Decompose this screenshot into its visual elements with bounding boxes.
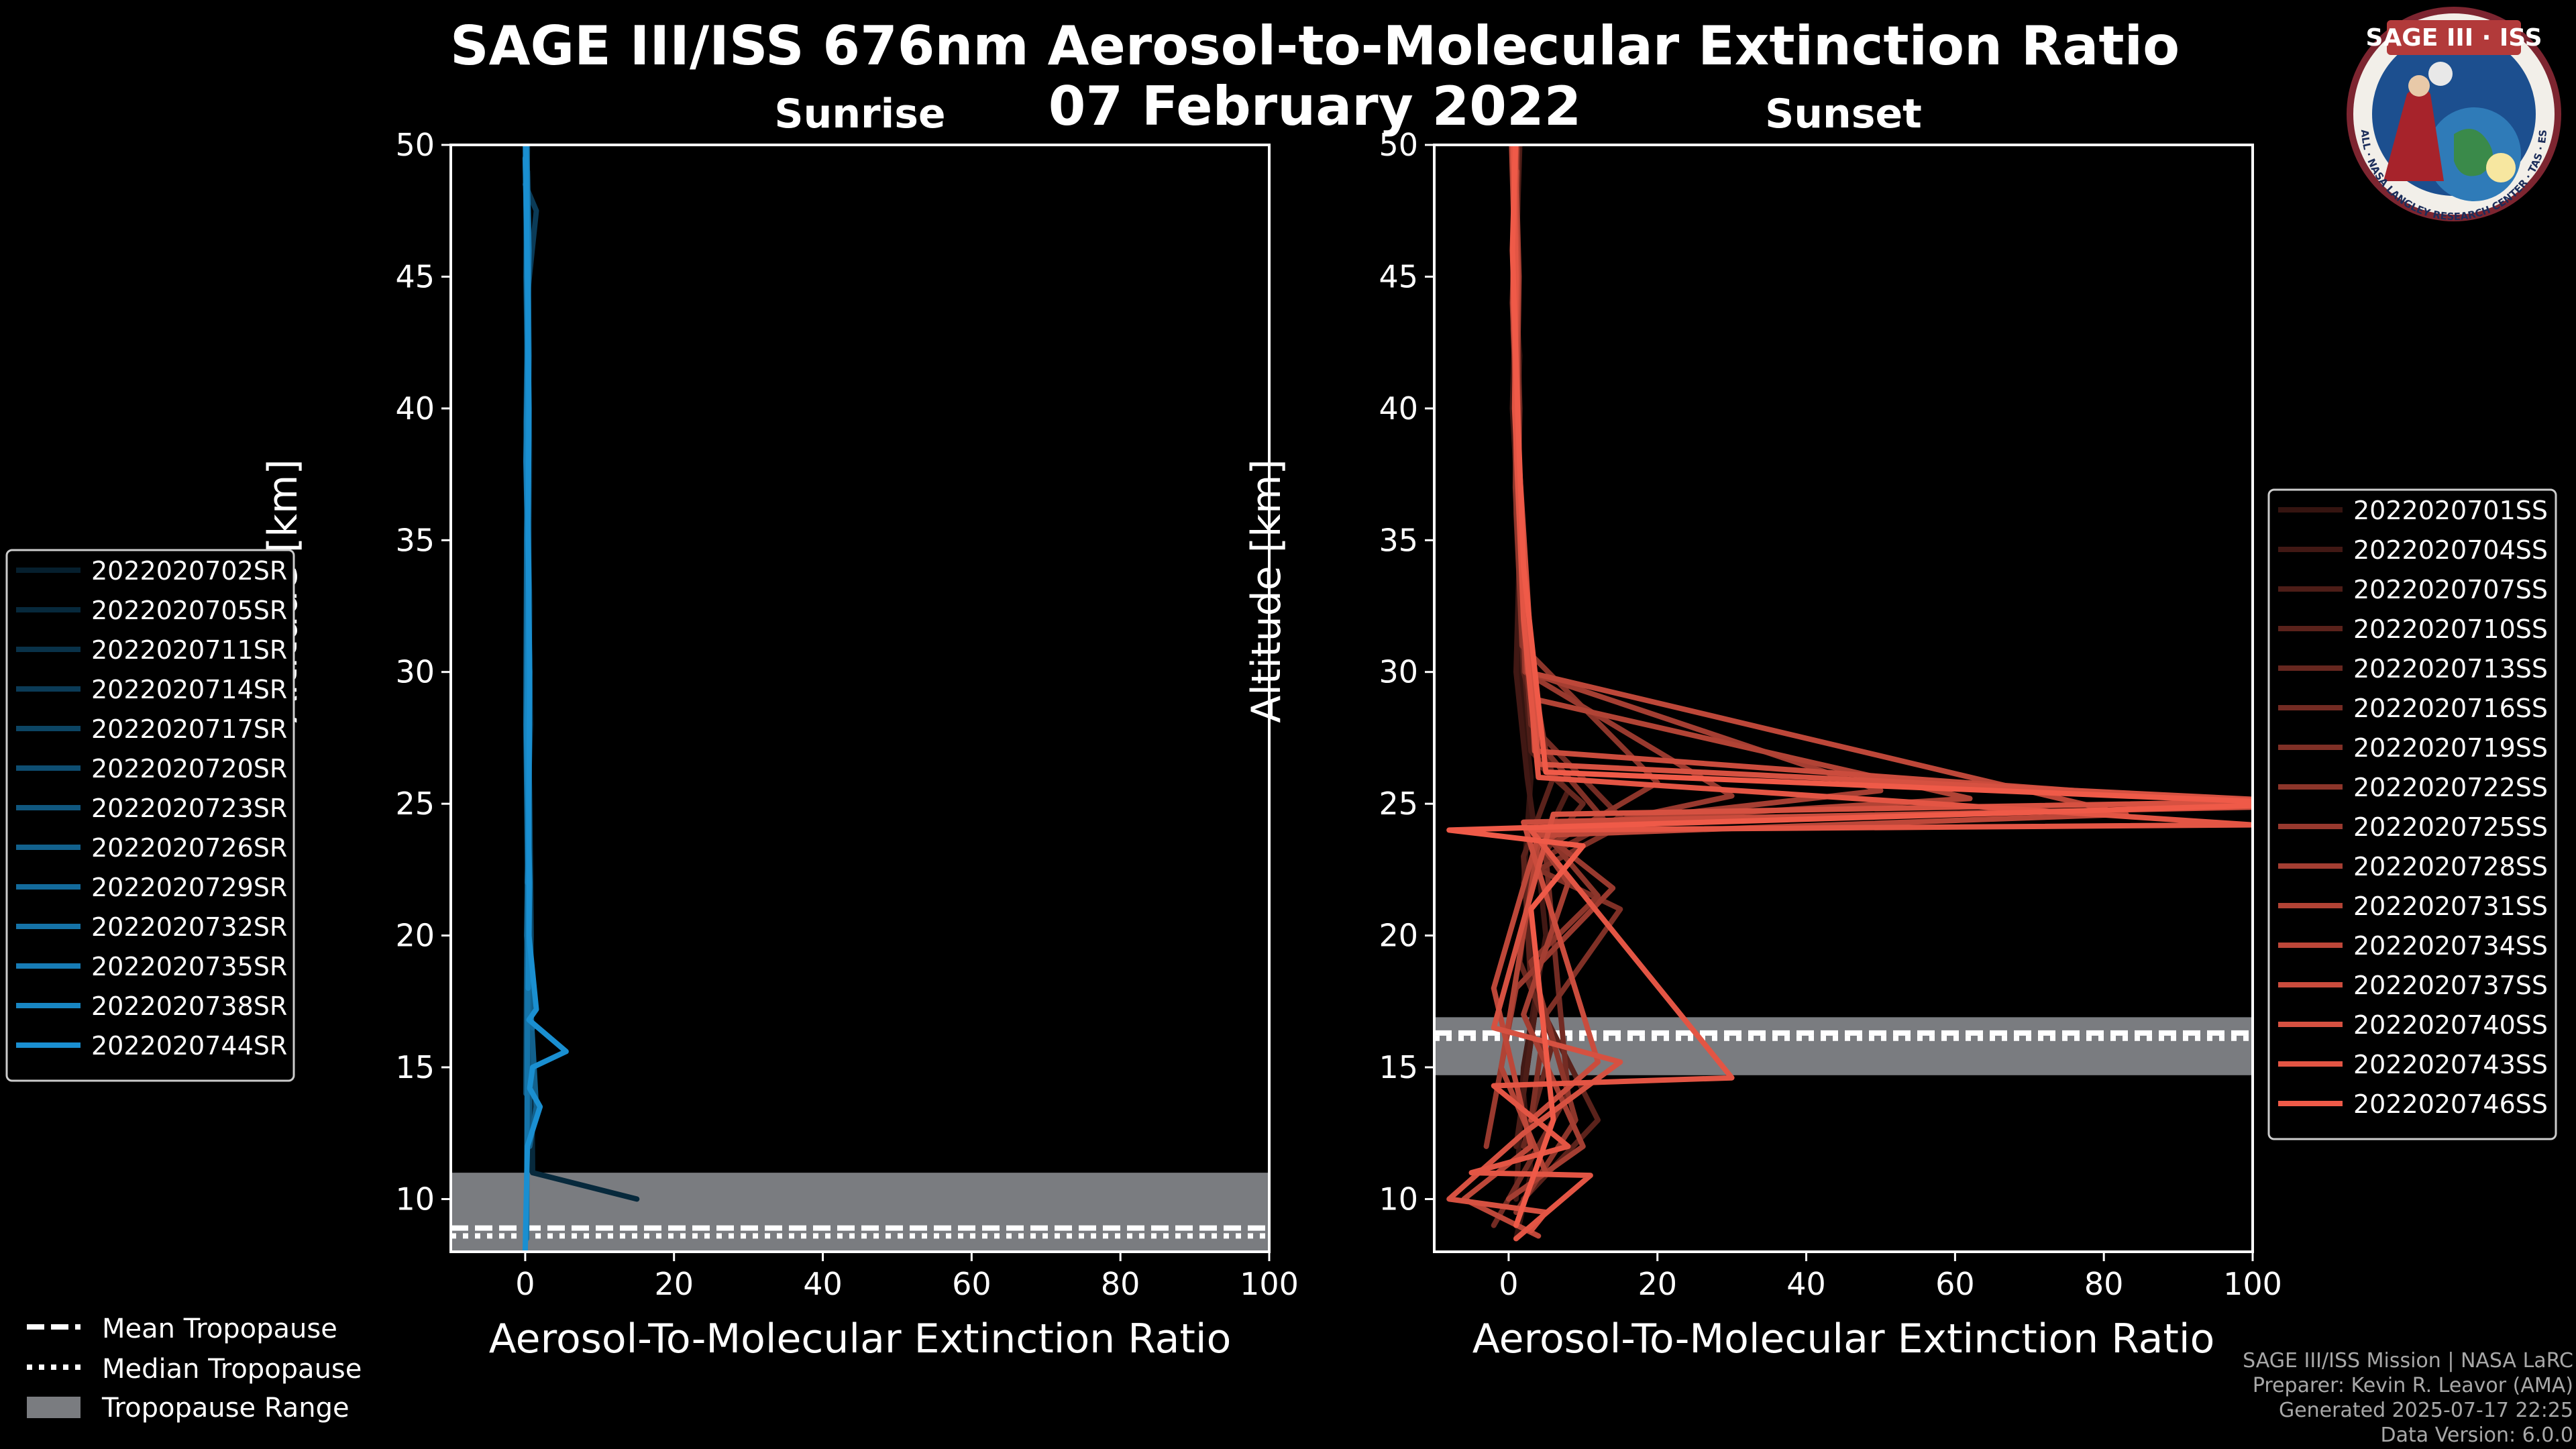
sunrise-legend-label: 2022020732SR — [91, 912, 287, 942]
sunset-y-tick-label: 10 — [1379, 1181, 1418, 1217]
footer-preparer: Preparer: Kevin R. Leavor (AMA) — [2253, 1374, 2573, 1397]
sunrise-legend-label: 2022020729SR — [91, 873, 287, 902]
sunrise-legend-label: 2022020705SR — [91, 596, 287, 625]
sunrise-legend-label: 2022020735SR — [91, 952, 287, 981]
sunrise-legend-label: 2022020714SR — [91, 675, 287, 704]
continent-shape — [2454, 129, 2493, 176]
sunrise-x-tick-label: 20 — [654, 1266, 694, 1302]
sunset-y-tick-label: 50 — [1379, 127, 1418, 163]
sunset-y-tick-label: 15 — [1379, 1049, 1418, 1085]
footer-mission: SAGE III/ISS Mission | NASA LaRC — [2243, 1349, 2573, 1373]
sunrise-y-tick-label: 20 — [395, 918, 435, 954]
sunrise-y-tick-label: 35 — [395, 522, 435, 558]
sunset-y-tick-label: 35 — [1379, 522, 1418, 558]
sunset-legend-label: 2022020716SS — [2353, 694, 2548, 723]
figure-head-icon — [2408, 75, 2430, 97]
tropopause-legend: Mean Tropopause Median Tropopause Tropop… — [27, 1313, 362, 1424]
sunrise-plot-frame — [449, 144, 1271, 1253]
sunset-x-tick-label: 80 — [2084, 1266, 2124, 1302]
sunrise-y-tick-label: 25 — [395, 786, 435, 822]
sunrise-y-tick-label: 40 — [395, 390, 435, 427]
sunrise-legend-label: 2022020726SR — [91, 833, 287, 863]
sunset-y-tick-label: 40 — [1379, 390, 1418, 427]
logo-title: SAGE III · ISS — [2365, 24, 2542, 52]
sage-iii-iss-logo: SAGE III · ISS BALL · NASA LANGLEY RESEA… — [2347, 7, 2561, 223]
sunrise-legend-box — [5, 549, 295, 1082]
sunset-legend-label: 2022020710SS — [2353, 614, 2548, 644]
sunset-x-tick-label: 20 — [1638, 1266, 1677, 1302]
figure-date: 07 February 2022 — [1049, 75, 1582, 138]
sunset-legend-label: 2022020713SS — [2353, 654, 2548, 684]
sunrise-chart: 0 20 40 60 80 100 10 15 20 25 30 35 40 45 50 Aerosol-To… — [260, 127, 1299, 1362]
sunrise-legend-label: 2022020720SR — [91, 754, 287, 784]
sunset-y-tick-label: 30 — [1379, 654, 1418, 690]
sunrise-x-axis-label: Aerosol-To-Molecular Extinction Ratio — [489, 1316, 1232, 1362]
sunset-legend: 2022020701SS 2022020704SS 2022020707SS 2022… — [2267, 488, 2557, 1140]
sunset-x-tick-label: 40 — [1786, 1266, 1826, 1302]
sun-icon — [2486, 153, 2516, 182]
tropopause-range-label: Tropopause Range — [101, 1393, 350, 1424]
sunrise-x-tick-label: 40 — [803, 1266, 843, 1302]
sunset-legend-label: 2022020704SS — [2353, 535, 2548, 565]
sunrise-legend: 2022020702SR 2022020705SR 2022020711SR 2022… — [5, 549, 295, 1082]
sunrise-x-tick-label: 100 — [1240, 1266, 1299, 1302]
sunrise-x-tick-label: 80 — [1101, 1266, 1140, 1302]
sunrise-y-tick-label: 45 — [395, 258, 435, 294]
median-tropopause-label: Median Tropopause — [102, 1354, 362, 1385]
moon-icon — [2428, 62, 2453, 86]
sunset-legend-label: 2022020740SS — [2353, 1010, 2548, 1040]
figure-robe-icon — [2383, 87, 2444, 181]
sunrise-panel-title: Sunrise — [774, 91, 945, 138]
sunset-legend-label: 2022020728SS — [2353, 852, 2548, 881]
sunrise-x-tick-label: 0 — [515, 1266, 535, 1302]
footer: SAGE III/ISS Mission | NASA LaRC Prepare… — [2243, 1349, 2573, 1447]
figure-title: SAGE III/ISS 676nm Aerosol-to-Molecular … — [450, 15, 2180, 77]
sunset-panel-title: Sunset — [1765, 91, 1922, 138]
sunset-plot-frame — [1433, 144, 2254, 1253]
sunset-y-tick-label: 45 — [1379, 258, 1418, 294]
tropopause-range-swatch — [27, 1397, 80, 1418]
sunrise-y-tick-label: 30 — [395, 654, 435, 690]
sunset-legend-label: 2022020725SS — [2353, 812, 2548, 842]
sunset-legend-box — [2267, 488, 2557, 1140]
sunset-legend-label: 2022020737SS — [2353, 971, 2548, 1000]
sunset-legend-label: 2022020722SS — [2353, 773, 2548, 802]
sunrise-legend-label: 2022020738SR — [91, 991, 287, 1021]
sunset-legend-label: 2022020719SS — [2353, 733, 2548, 763]
sunrise-legend-label: 2022020744SR — [91, 1031, 287, 1061]
sunset-y-tick-label: 20 — [1379, 918, 1418, 954]
sunset-series-2022020746SS — [1446, 145, 2253, 1228]
sunrise-y-tick-label: 10 — [395, 1181, 435, 1217]
sunrise-y-tick-label: 15 — [395, 1049, 435, 1085]
sunset-legend-label: 2022020743SS — [2353, 1050, 2548, 1079]
footer-generated: Generated 2025-07-17 22:25 — [2279, 1399, 2573, 1422]
sunset-legend-label: 2022020746SS — [2353, 1089, 2548, 1119]
sunrise-y-tick-label: 50 — [395, 127, 435, 163]
sunrise-legend-label: 2022020717SR — [91, 714, 287, 744]
sunrise-legend-label: 2022020711SR — [91, 635, 287, 665]
sunset-y-tick-label: 25 — [1379, 786, 1418, 822]
sunset-legend-label: 2022020701SS — [2353, 496, 2548, 525]
sunset-legend-label: 2022020707SS — [2353, 575, 2548, 604]
sunset-x-tick-label: 100 — [2223, 1266, 2282, 1302]
sunrise-legend-label: 2022020702SR — [91, 556, 287, 586]
sunset-legend-label: 2022020734SS — [2353, 931, 2548, 961]
sunrise-series-2022020744SR — [522, 145, 569, 1252]
sunrise-legend-label: 2022020723SR — [91, 794, 287, 823]
mean-tropopause-label: Mean Tropopause — [102, 1313, 337, 1344]
sunset-x-axis-label: Aerosol-To-Molecular Extinction Ratio — [1472, 1316, 2215, 1362]
sunset-y-axis-label: Altitude [km] — [1243, 459, 1290, 723]
sunrise-x-tick-label: 60 — [952, 1266, 991, 1302]
sunset-legend-label: 2022020731SS — [2353, 892, 2548, 921]
sunset-chart: 0 20 40 60 80 100 10 15 20 25 30 35 40 45 50 Aerosol-To… — [1243, 127, 2282, 1362]
footer-version: Data Version: 6.0.0 — [2381, 1424, 2573, 1447]
sunset-x-tick-label: 0 — [1499, 1266, 1518, 1302]
sunset-x-tick-label: 60 — [1935, 1266, 1975, 1302]
